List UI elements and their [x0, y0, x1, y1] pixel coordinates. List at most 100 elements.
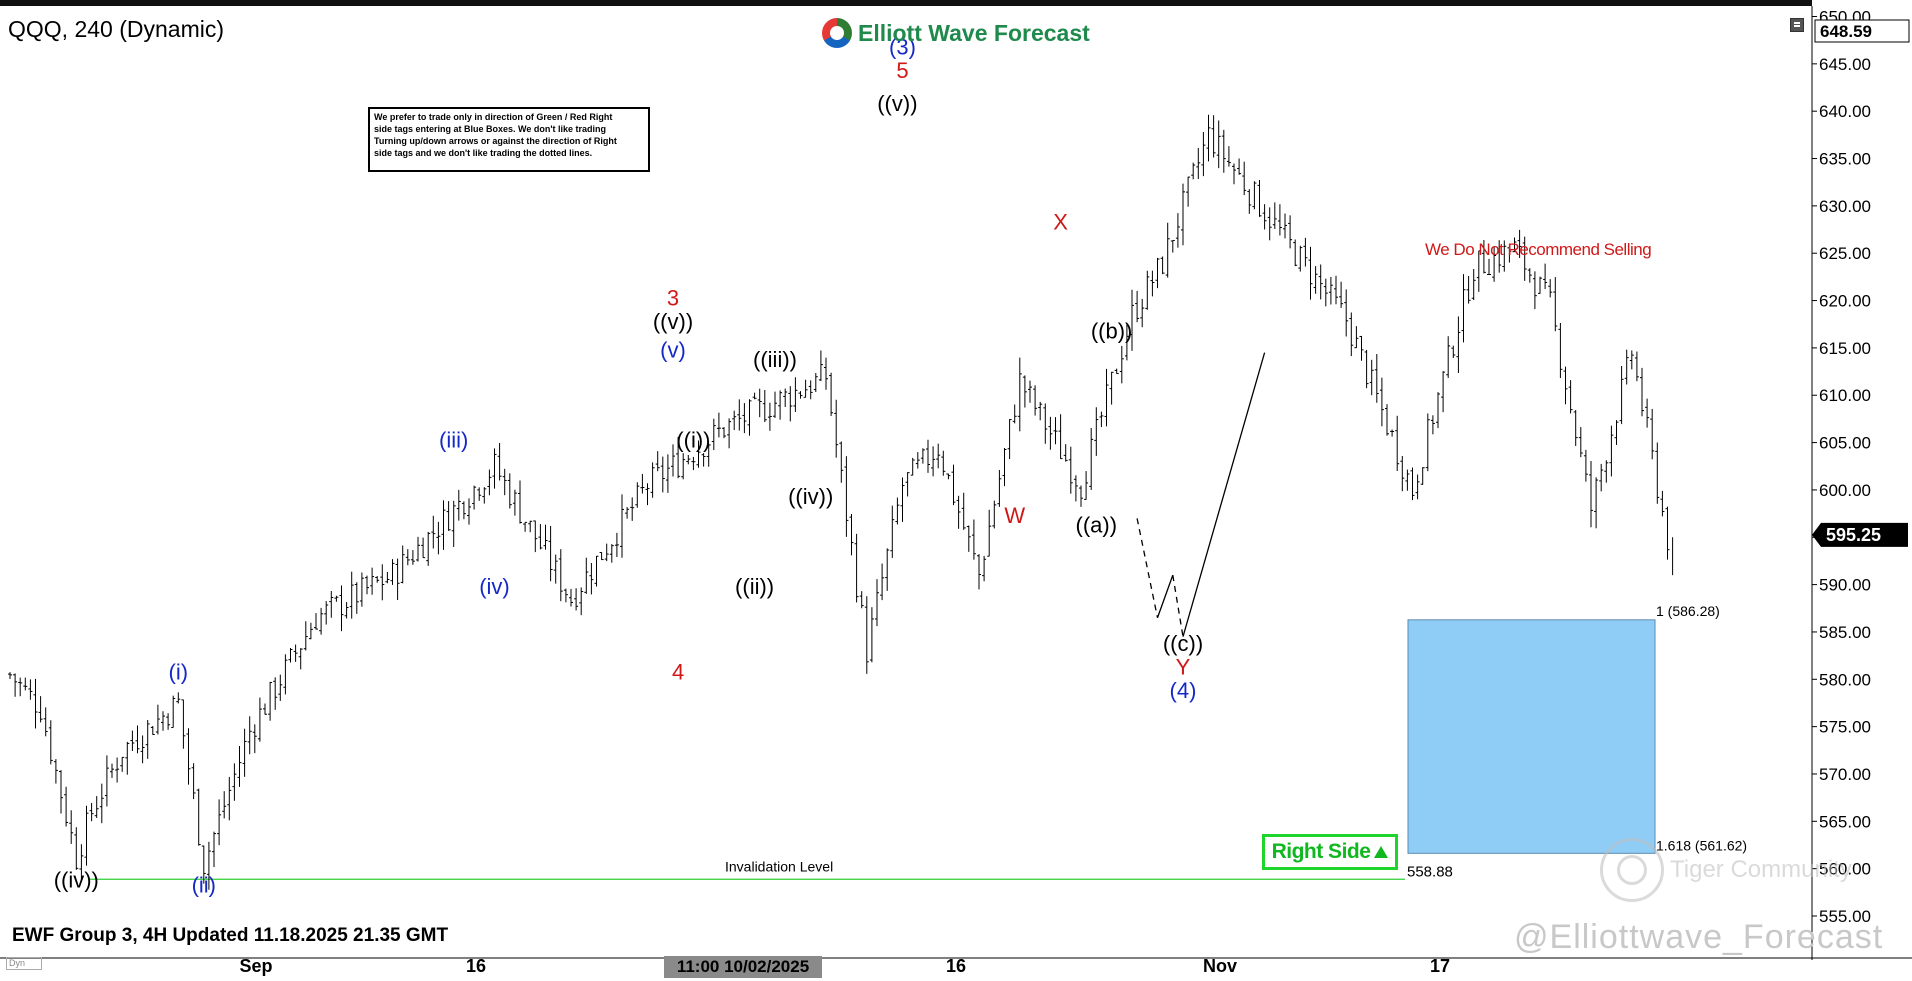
trading-rules-note: We prefer to trade only in direction of …: [368, 107, 650, 172]
ohlc-bar: [727, 418, 732, 449]
ohlc-bar: [283, 654, 288, 695]
ohlc-bar: [43, 707, 48, 737]
ohlc-bar: [1395, 415, 1400, 471]
ohlc-bar: [1211, 115, 1216, 158]
ohlc-bar: [1272, 202, 1277, 229]
ohlc-bar: [635, 482, 640, 508]
ohlc-bar: [1359, 335, 1364, 361]
chart-footer-label: EWF Group 3, 4H Updated 11.18.2025 21.35…: [12, 925, 449, 946]
ohlc-bar: [201, 845, 206, 884]
ohlc-bar: [1262, 204, 1267, 230]
price-tick-label: 635.00: [1819, 150, 1871, 169]
ohlc-bar: [507, 473, 512, 509]
ohlc-bar: [1568, 380, 1573, 414]
ohlc-bar: [1165, 222, 1170, 278]
price-tick-label: 590.00: [1819, 576, 1871, 595]
ohlc-bar: [579, 587, 584, 616]
ohlc-bar: [145, 720, 150, 759]
ohlc-bar: [691, 456, 696, 471]
ohlc-bar: [1191, 162, 1196, 180]
ohlc-bar: [416, 536, 420, 562]
ohlc-bar: [84, 805, 89, 866]
time-tick-label: 17: [1430, 956, 1450, 976]
ohlc-bar: [477, 487, 482, 501]
ohlc-bar: [1604, 460, 1609, 483]
ohlc-bar: [977, 554, 981, 590]
ohlc-bar: [1242, 161, 1247, 196]
ohlc-bar: [1308, 246, 1313, 300]
ohlc-bar: [1002, 447, 1007, 487]
ohlc-bar: [951, 464, 956, 506]
wave-label: (v): [660, 337, 686, 362]
ohlc-bar: [99, 783, 104, 824]
ohlc-bar: [762, 390, 767, 423]
ohlc-bar: [1068, 446, 1073, 494]
ohlc-bar: [625, 507, 630, 519]
ohlc-bar: [1063, 444, 1068, 462]
ohlc-bar: [599, 551, 604, 561]
wave-label: 3: [667, 285, 679, 310]
ohlc-bar: [405, 549, 410, 566]
ohlc-bar: [1410, 467, 1415, 501]
current-price-label: 595.25: [1826, 525, 1881, 545]
wave-label: ((iv)): [788, 484, 833, 509]
wave-label: (4): [1170, 678, 1197, 703]
time-badge: [664, 956, 822, 978]
ohlc-bar: [492, 448, 497, 489]
ohlc-bar: [263, 703, 267, 715]
ohlc-bar: [966, 525, 971, 552]
ohlc-bar: [1318, 264, 1323, 300]
ohlc-bar: [53, 759, 58, 784]
ohlc-bar: [303, 621, 308, 651]
ohlc-bar: [1267, 207, 1272, 241]
ohlc-bar: [1405, 469, 1410, 491]
ohlc-bar: [1038, 401, 1043, 421]
ohlc-bar: [451, 500, 456, 547]
ohlc-bar: [818, 350, 823, 382]
ohlc-bar: [783, 388, 788, 408]
time-badge-label: 11:00 10/02/2025: [677, 957, 809, 976]
settings-icon[interactable]: [1790, 18, 1804, 32]
wave-label: Y: [1176, 655, 1191, 680]
ohlc-bar: [94, 796, 99, 818]
ohlc-bar: [1583, 449, 1588, 482]
ohlc-bar: [1492, 247, 1497, 282]
ohlc-bar: [543, 524, 548, 550]
ohlc-bar: [1135, 290, 1140, 323]
ohlc-bar: [1175, 213, 1180, 248]
wave-label: ((c)): [1163, 631, 1203, 656]
community-watermark: Tiger Community: [1600, 838, 1852, 902]
ohlc-bar: [1563, 366, 1568, 405]
ohlc-bar: [1181, 183, 1185, 246]
wave-label: (i): [169, 659, 189, 684]
projection-path: [1136, 352, 1266, 637]
ohlc-bar: [298, 648, 303, 670]
ohlc-bar: [859, 591, 864, 609]
ohlc-bar: [8, 672, 12, 680]
ohlc-bar: [293, 644, 298, 662]
price-tick-label: 560.00: [1819, 860, 1871, 879]
price-tick-label: 645.00: [1819, 55, 1871, 74]
ohlc-bar: [1624, 349, 1629, 385]
ohlc-bar: [926, 439, 930, 473]
ohlc-bar: [400, 545, 405, 584]
ohlc-bar: [1298, 245, 1303, 272]
ohlc-bar: [1150, 270, 1155, 297]
ohlc-bar: [212, 831, 216, 867]
ohlc-bar: [665, 454, 670, 493]
ohlc-bar: [23, 677, 28, 691]
ohlc-bar: [620, 494, 624, 558]
price-tick-label: 620.00: [1819, 292, 1871, 311]
ohlc-bar: [1553, 277, 1558, 332]
ohlc-bar: [1226, 146, 1231, 167]
ohlc-bar: [456, 489, 461, 521]
ohlc-bar: [1344, 289, 1349, 337]
wave-label: ((i)): [676, 427, 710, 452]
ohlc-bar: [992, 500, 997, 529]
ohlc-bar: [308, 622, 313, 640]
ohlc-bar: [365, 575, 369, 595]
ohlc-bar: [344, 602, 349, 619]
ohlc-bar: [1456, 316, 1461, 373]
ohlc-bar: [227, 776, 232, 821]
